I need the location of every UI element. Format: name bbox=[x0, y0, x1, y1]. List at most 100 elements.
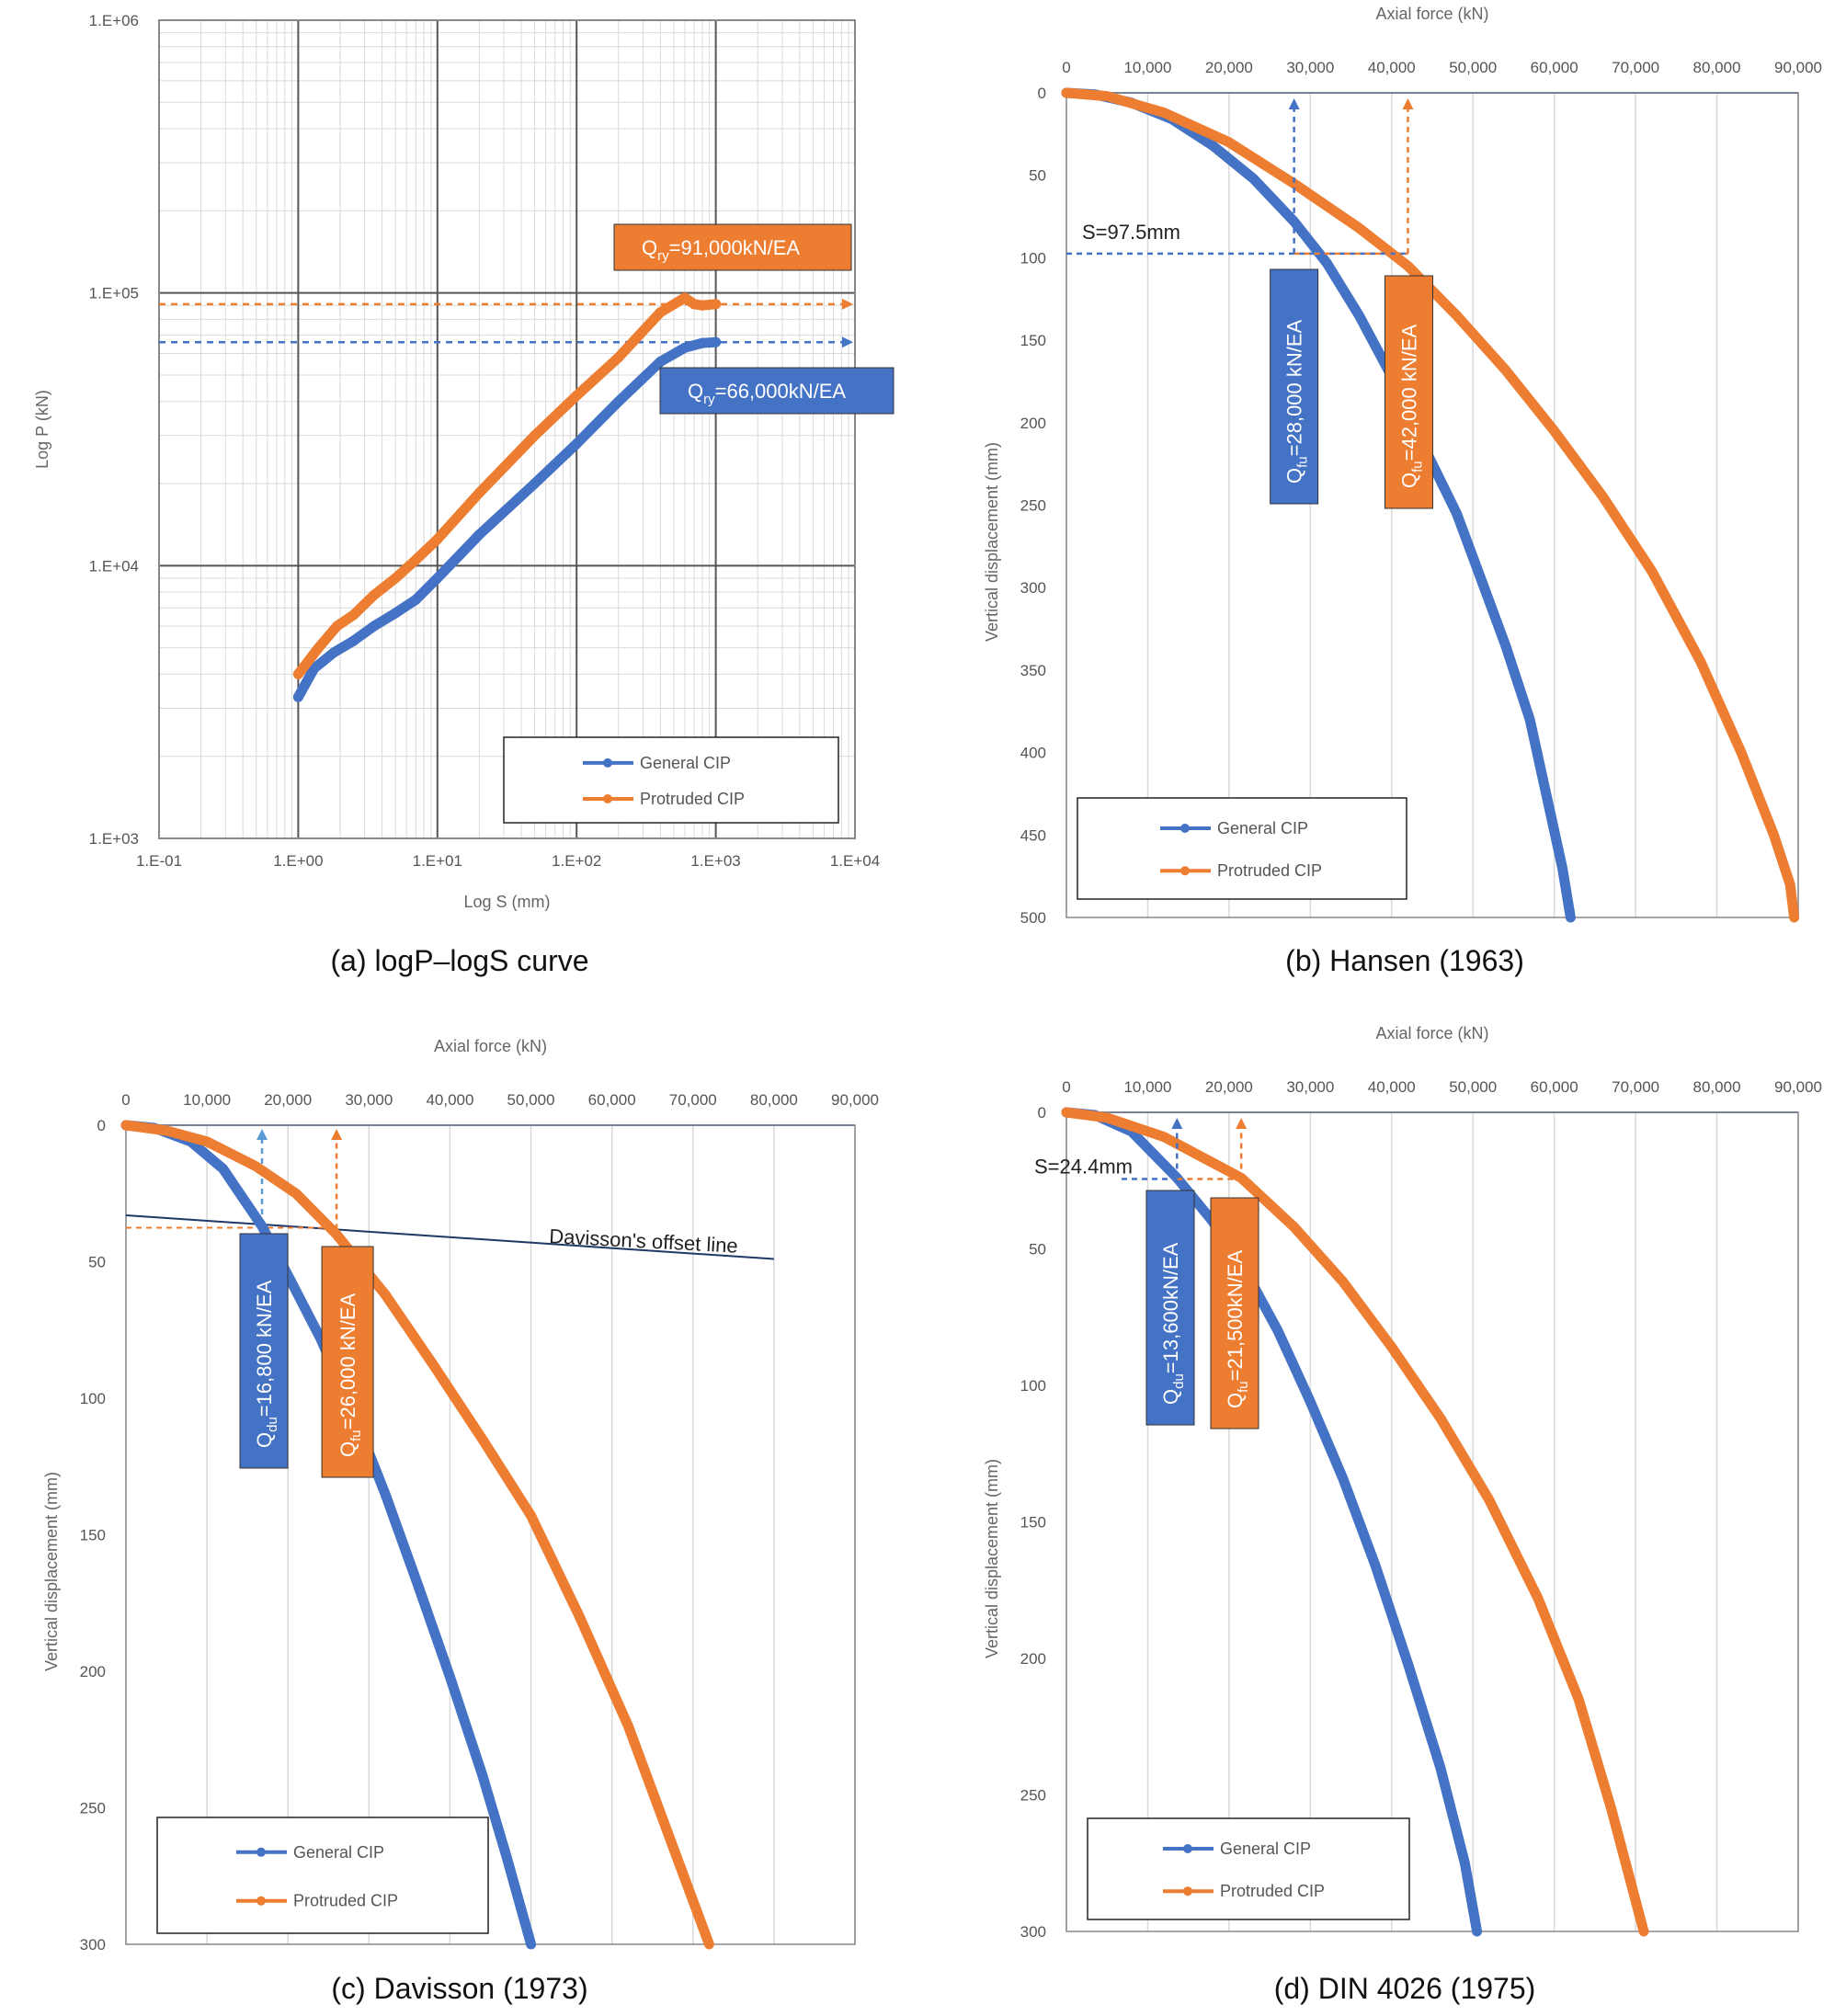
x-tick-label: 10,000 bbox=[183, 1091, 231, 1109]
data-point bbox=[390, 573, 401, 584]
chart-b: 0 10,000 20,000 30,000 40,000 50,000 60,000 70,… bbox=[983, 5, 1822, 977]
caption: (a) logP–logS curve bbox=[330, 944, 588, 977]
y-tick-label: 300 bbox=[80, 1936, 106, 1953]
y-tick-label: 150 bbox=[80, 1527, 106, 1544]
x-tick-label: 50,000 bbox=[507, 1091, 555, 1109]
annotation-protruded-label: Qfu=42,000 kN/EA bbox=[1397, 324, 1425, 488]
data-point bbox=[1061, 1107, 1072, 1118]
legend-marker bbox=[603, 793, 612, 803]
x-tick-label: 90,000 bbox=[1774, 59, 1822, 76]
y-tick-label: 500 bbox=[1020, 909, 1046, 927]
data-point bbox=[571, 439, 582, 450]
chart-c: 0 10,000 20,000 30,000 40,000 50,000 60,000 70,… bbox=[42, 1037, 879, 2005]
x-tick-label: 1.E-01 bbox=[136, 852, 182, 870]
legend-label: General CIP bbox=[1220, 1839, 1311, 1858]
x-tick-label: 1.E+04 bbox=[830, 852, 880, 870]
y-tick-label: 100 bbox=[1020, 1377, 1046, 1395]
y-tick-label: 250 bbox=[1020, 497, 1046, 515]
annotation-protruded-box bbox=[321, 1246, 374, 1478]
guide-arrowhead bbox=[1236, 1118, 1248, 1129]
data-point bbox=[313, 643, 325, 654]
y-tick-label: 50 bbox=[88, 1254, 106, 1271]
legend-label: General CIP bbox=[640, 754, 731, 772]
y-tick-label: 1.E+03 bbox=[89, 830, 139, 848]
data-point bbox=[410, 554, 421, 565]
series-line bbox=[1061, 87, 1576, 923]
y-tick-label: 1.E+06 bbox=[89, 12, 139, 29]
y-tick-label: 350 bbox=[1020, 662, 1046, 679]
guide-arrowhead bbox=[842, 298, 853, 310]
annotation-protruded-box bbox=[1210, 1197, 1259, 1429]
annotation-protruded-label: Qry=91,000kN/EA bbox=[642, 236, 800, 264]
data-point bbox=[348, 635, 359, 646]
y-tick-label: 300 bbox=[1020, 579, 1046, 597]
series-line bbox=[1061, 1107, 1649, 1937]
annotation-general-box bbox=[239, 1233, 289, 1469]
data-point bbox=[410, 594, 421, 605]
x-axis-label: Axial force (kN) bbox=[1375, 1024, 1488, 1042]
series-line bbox=[1061, 87, 1800, 923]
legend-label: General CIP bbox=[293, 1843, 384, 1862]
plot-frame bbox=[1065, 92, 1799, 918]
annotation-general-label: Qfu=28,000 kN/EA bbox=[1283, 319, 1311, 484]
y-tick-label: 50 bbox=[1029, 167, 1046, 185]
x-tick-label: 30,000 bbox=[1286, 59, 1334, 76]
legend-marker bbox=[1183, 1844, 1192, 1853]
x-tick-label: 70,000 bbox=[669, 1091, 717, 1109]
guide-arrowhead bbox=[1288, 98, 1300, 109]
x-tick-label: 10,000 bbox=[1123, 1078, 1171, 1096]
data-point bbox=[292, 668, 303, 679]
x-axis-label: Log S (mm) bbox=[463, 893, 550, 911]
x-tick-label: 40,000 bbox=[426, 1091, 473, 1109]
plot-frame bbox=[158, 19, 856, 839]
y-tick-label: 250 bbox=[80, 1800, 106, 1817]
data-point bbox=[530, 478, 541, 489]
legend-marker bbox=[603, 757, 612, 768]
legend-box bbox=[503, 736, 839, 824]
y-axis-label: Log P (kN) bbox=[33, 390, 51, 469]
data-point bbox=[369, 621, 380, 632]
x-tick-label: 50,000 bbox=[1449, 1078, 1497, 1096]
x-tick-label: 40,000 bbox=[1368, 59, 1416, 76]
annotation-general-box bbox=[659, 367, 895, 415]
y-tick-label: 0 bbox=[1038, 85, 1046, 102]
x-tick-label: 90,000 bbox=[1774, 1078, 1822, 1096]
y-tick-label: 1.E+04 bbox=[89, 557, 139, 575]
chart-a: 1.E-01 1.E+00 1.E+01 1.E+02 1.E+03 1.E+04 1.E+… bbox=[33, 12, 895, 977]
legend-label: Protruded CIP bbox=[293, 1892, 398, 1910]
x-tick-label: 0 bbox=[1062, 59, 1070, 76]
x-tick-label: 30,000 bbox=[1286, 1078, 1334, 1096]
data-point bbox=[613, 352, 624, 363]
x-tick-label: 0 bbox=[121, 1091, 130, 1109]
x-tick-label: 1.E+02 bbox=[552, 852, 601, 870]
data-point bbox=[120, 1120, 131, 1131]
x-tick-label: 80,000 bbox=[750, 1091, 798, 1109]
y-tick-label: 100 bbox=[1020, 249, 1046, 267]
x-tick-label: 10,000 bbox=[1123, 59, 1171, 76]
data-point bbox=[432, 534, 443, 545]
data-point bbox=[697, 300, 708, 311]
y-tick-label: 1.E+05 bbox=[89, 285, 139, 302]
legend-marker bbox=[1183, 1886, 1192, 1896]
series-line bbox=[292, 292, 722, 679]
x-tick-label: 1.E+03 bbox=[690, 852, 740, 870]
annotation-protruded-box bbox=[613, 223, 852, 271]
data-point bbox=[390, 608, 401, 619]
y-tick-label: 200 bbox=[1020, 1650, 1046, 1668]
y-tick-label: 0 bbox=[1038, 1104, 1046, 1122]
legend-box bbox=[1087, 1817, 1410, 1920]
x-tick-label: 20,000 bbox=[1205, 59, 1253, 76]
y-axis-label: Vertical displacement (mm) bbox=[42, 1472, 61, 1671]
guide-arrowhead bbox=[256, 1129, 268, 1140]
data-point bbox=[655, 356, 666, 367]
data-point bbox=[571, 390, 582, 401]
guide-arrowhead bbox=[331, 1129, 343, 1140]
annotation-general-box bbox=[1270, 268, 1319, 505]
legend-marker bbox=[1180, 824, 1190, 833]
x-tick-label: 60,000 bbox=[1531, 59, 1578, 76]
y-tick-label: 150 bbox=[1020, 332, 1046, 349]
data-point bbox=[1061, 87, 1072, 98]
annotation-general-label: Qdu=13,600kN/EA bbox=[1159, 1242, 1187, 1405]
x-tick-label: 0 bbox=[1062, 1078, 1070, 1096]
